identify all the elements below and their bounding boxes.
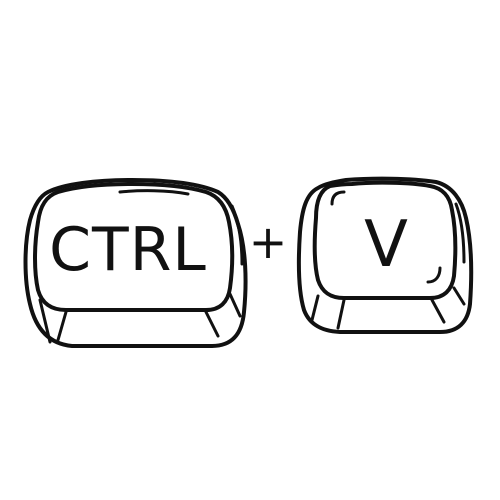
v-key-facet	[310, 294, 320, 322]
v-key-highlight	[330, 190, 346, 206]
ctrl-key-icon: CTRL	[23, 178, 248, 348]
v-key-top	[312, 180, 458, 300]
ctrl-key-highlight	[118, 189, 190, 196]
v-key-facet	[336, 298, 346, 330]
ctrl-key-facet	[38, 298, 52, 344]
ctrl-key-top	[33, 182, 235, 312]
v-key-label: V	[364, 208, 408, 282]
plus-separator: +	[249, 215, 288, 269]
ctrl-key-facet	[228, 292, 242, 318]
v-key-facet	[454, 202, 466, 264]
v-key-icon: V	[296, 176, 474, 334]
v-key-facet	[452, 286, 466, 306]
ctrl-key-label: CTRL	[49, 215, 207, 285]
v-key-facet	[430, 298, 446, 324]
ctrl-key-facet	[230, 204, 244, 266]
v-key-highlight	[426, 266, 442, 284]
ctrl-key-facet	[56, 310, 68, 342]
ctrl-key-facet	[204, 310, 220, 338]
